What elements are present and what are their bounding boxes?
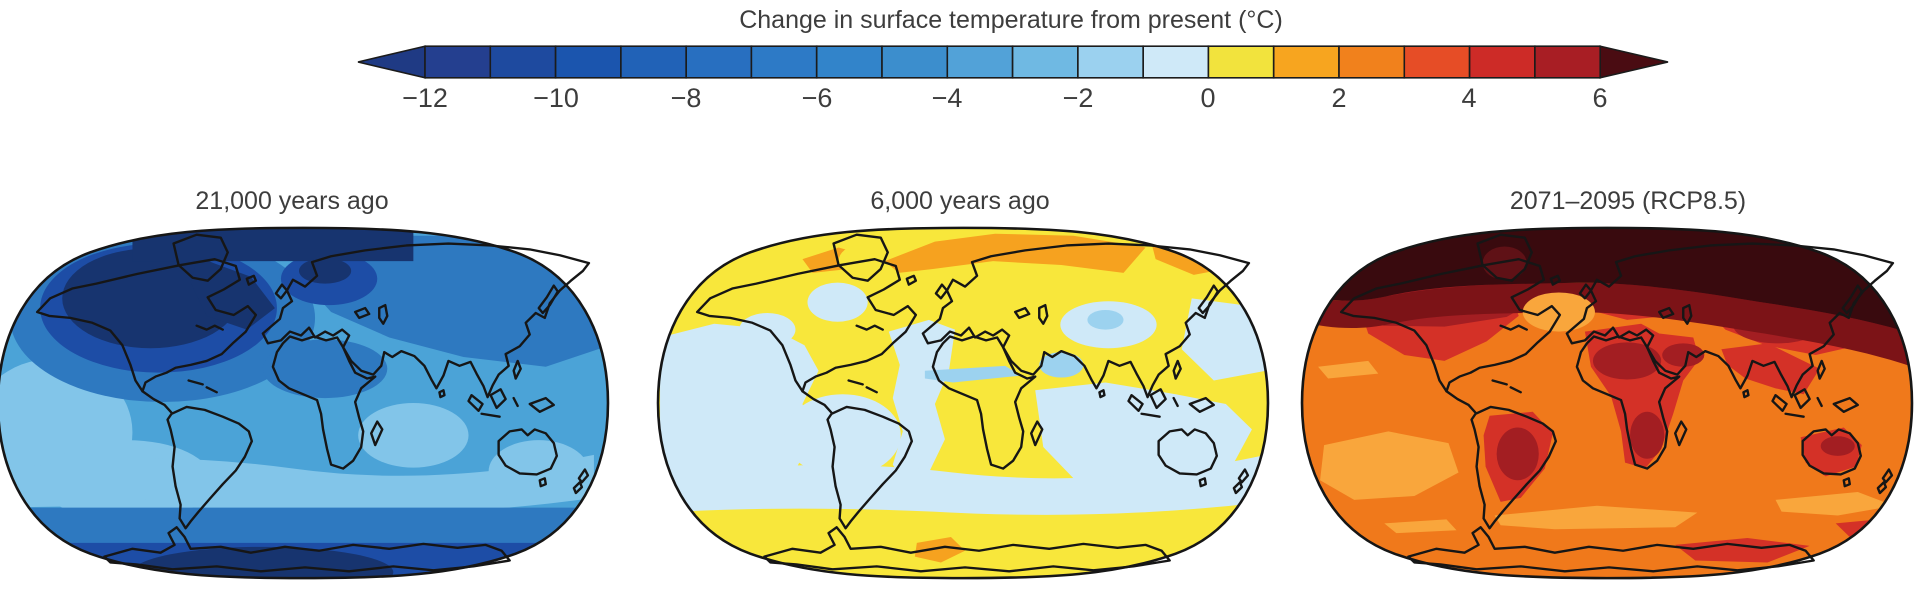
tick-label: −10 — [533, 83, 579, 113]
map-outline — [656, 226, 1270, 580]
colorbar-tick-labels: −12 −10 −8 −6 −4 −2 0 2 4 6 — [0, 83, 1920, 115]
colorbar-cells — [424, 45, 1602, 79]
map-panel-lgm — [0, 226, 610, 580]
colorbar-cell — [1534, 45, 1602, 79]
panel-title-lgm: 21,000 years ago — [195, 187, 389, 215]
colorbar — [357, 45, 1669, 79]
panel-title-mid-holocene: 6,000 years ago — [870, 187, 1050, 215]
map-outline — [0, 226, 610, 580]
colorbar-cell — [424, 45, 492, 79]
colorbar-cell — [554, 45, 622, 79]
colorbar-cell — [1338, 45, 1406, 79]
map-panel-rcp85 — [1300, 226, 1914, 580]
colorbar-cell — [685, 45, 753, 79]
colorbar-cell — [750, 45, 818, 79]
tick-label: −12 — [402, 83, 448, 113]
anomaly-layer-lgm — [0, 227, 608, 579]
colorbar-cell — [1207, 45, 1275, 79]
colorbar-left-arrow — [357, 45, 426, 79]
anomaly-layer-mid-holocene — [658, 227, 1268, 579]
colorbar-right-arrow — [1599, 45, 1669, 79]
tick-label: 0 — [1200, 83, 1216, 113]
tick-label: 6 — [1592, 83, 1608, 113]
tick-label: −2 — [1062, 83, 1094, 113]
colorbar-cell — [1142, 45, 1210, 79]
tick-label: 2 — [1331, 83, 1347, 113]
colorbar-cell — [1077, 45, 1145, 79]
tick-label: 4 — [1461, 83, 1477, 113]
tick-label: −8 — [670, 83, 702, 113]
colorbar-cell — [815, 45, 883, 79]
tick-label: −4 — [931, 83, 963, 113]
colorbar-title: Change in surface temperature from prese… — [739, 6, 1283, 34]
colorbar-cell — [489, 45, 557, 79]
colorbar-cell — [1468, 45, 1536, 79]
panel-title-rcp85: 2071–2095 (RCP8.5) — [1509, 187, 1747, 215]
colorbar-cell — [1011, 45, 1079, 79]
colorbar-cell — [946, 45, 1014, 79]
map-panel-mid-holocene — [656, 226, 1270, 580]
map-outline — [1300, 226, 1914, 580]
colorbar-cell — [620, 45, 687, 79]
colorbar-cell — [1272, 45, 1340, 79]
colorbar-cell — [1403, 45, 1471, 79]
anomaly-layer-rcp85 — [1302, 227, 1912, 579]
colorbar-cell — [881, 45, 949, 79]
tick-label: −6 — [801, 83, 833, 113]
